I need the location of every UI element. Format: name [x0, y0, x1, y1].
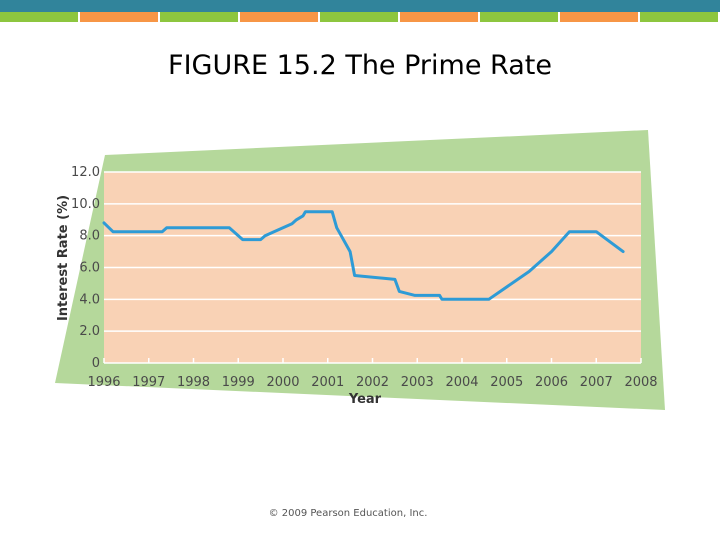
gridlines — [103, 171, 642, 364]
slide-title: FIGURE 15.2 The Prime Rate — [168, 50, 552, 81]
header-stripe-segment — [400, 12, 478, 22]
header-stripe-segment — [240, 12, 318, 22]
x-tick-label: 1997 — [132, 375, 165, 390]
x-tick-label: 2003 — [401, 375, 434, 390]
y-tick-label: 10.0 — [71, 197, 100, 212]
y-tick-label: 4.0 — [79, 292, 100, 307]
x-tick-label: 2008 — [624, 375, 657, 390]
header-stripe — [0, 0, 720, 22]
header-stripe-segment — [320, 12, 398, 22]
header-stripe-segment — [560, 12, 638, 22]
header-stripe-segment — [0, 12, 78, 22]
header-stripe-segment — [80, 12, 158, 22]
x-tick-label: 2006 — [535, 375, 568, 390]
header-band — [0, 0, 720, 12]
y-tick-label: 8.0 — [79, 229, 100, 244]
y-tick-label: 12.0 — [71, 165, 100, 180]
x-tick-label: 1999 — [222, 375, 255, 390]
header-stripe-segment — [160, 12, 238, 22]
x-tick-label: 2000 — [266, 375, 299, 390]
x-tick-label: 2004 — [445, 375, 478, 390]
y-tick-label: 6.0 — [79, 261, 100, 276]
x-tick-label: 2002 — [356, 375, 389, 390]
x-tick-label: 2001 — [311, 375, 344, 390]
header-stripe-segment — [480, 12, 558, 22]
x-tick-label: 1996 — [87, 375, 120, 390]
y-axis-title: Interest Rate (%) — [56, 195, 71, 321]
y-axis-ticks: 0 2.0 4.0 6.0 8.0 10.0 12.0 — [71, 165, 100, 371]
copyright-notice: © 2009 Pearson Education, Inc. — [268, 508, 428, 519]
x-axis-title: Year — [348, 392, 382, 407]
y-tick-label: 2.0 — [79, 324, 100, 339]
y-tick-label: 0 — [92, 356, 100, 371]
prime-rate-line — [102, 210, 625, 301]
x-axis-ticks: 1996 1997 1998 1999 2000 2001 2002 2003 2004 2005… — [87, 375, 657, 390]
x-tick-label: 2005 — [490, 375, 523, 390]
x-tick-label: 1998 — [177, 375, 210, 390]
x-tick-label: 2007 — [580, 375, 613, 390]
header-stripe-segment — [640, 12, 718, 22]
